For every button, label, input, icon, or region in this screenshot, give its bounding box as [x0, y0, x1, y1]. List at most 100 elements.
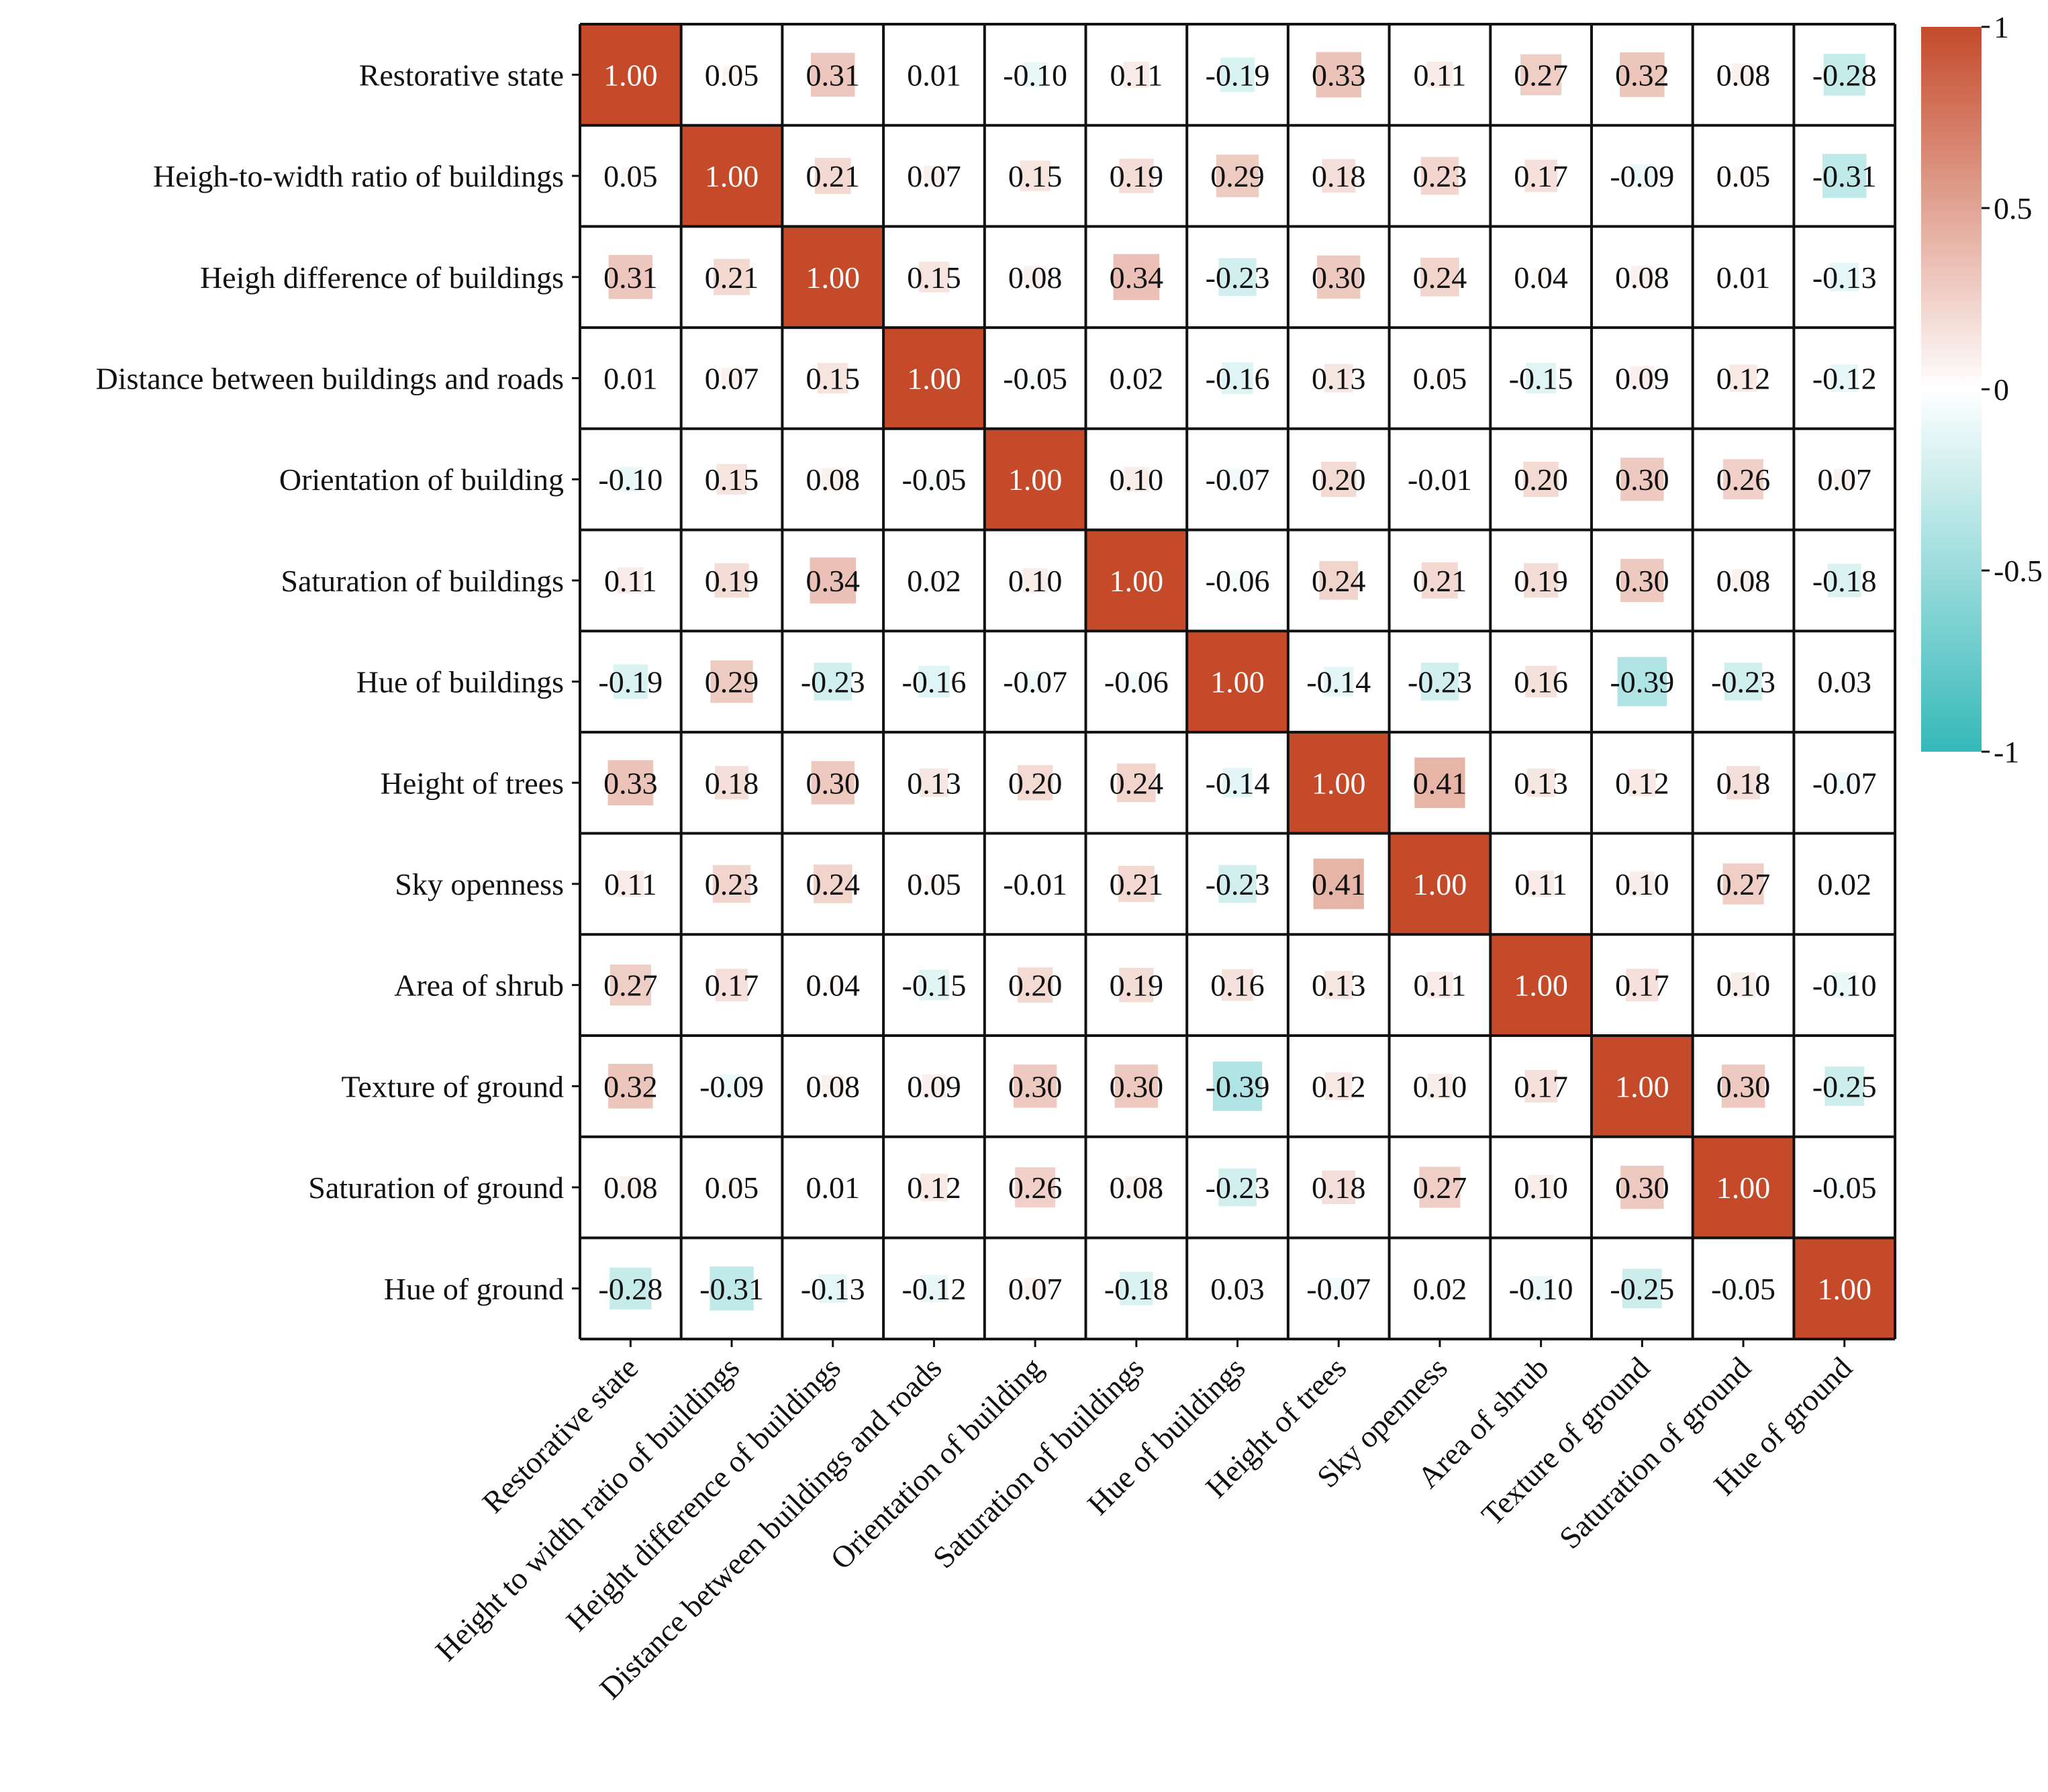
- cell-value-label: 0.08: [1615, 260, 1669, 295]
- heatmap-cell-r8-c6: [1218, 864, 1257, 903]
- cell-value-label: 0.07: [705, 361, 759, 395]
- row-label: Heigh-to-width ratio of buildings: [153, 159, 564, 193]
- heatmap-cell-r10-c7: [1324, 1072, 1353, 1100]
- heatmap-cell-r7-c1: [715, 766, 748, 800]
- cell-value-label: 0.02: [1413, 1272, 1467, 1306]
- heatmap-cell-r10-c9: [1524, 1070, 1557, 1103]
- heatmap-cell-r4-c4: [984, 428, 1086, 530]
- heatmap-cell-r5-c9: [1524, 563, 1559, 598]
- heatmap-cell-r0-c6: [1220, 57, 1255, 92]
- heatmap-cell-r1-c6: [1216, 154, 1259, 197]
- cell-value-label: 0.29: [705, 665, 759, 699]
- cell-value-label: 0.18: [705, 766, 759, 800]
- heatmap-cell-r3-c12: [1831, 364, 1859, 392]
- heatmap-cell-r12-c8: [1434, 1283, 1446, 1295]
- cell-value-label: 0.21: [806, 159, 861, 193]
- heatmap-cell-r9-c1: [715, 968, 748, 1001]
- cell-value-label: 1.00: [1210, 665, 1265, 699]
- cell-value-label: 0.08: [806, 462, 861, 497]
- row-label: Heigh difference of buildings: [200, 260, 564, 295]
- heatmap-cell-r1-c9: [1524, 159, 1557, 193]
- cell-value-label: 0.30: [1615, 564, 1669, 598]
- cell-value-label: 0.15: [705, 462, 759, 497]
- cell-value-label: 0.03: [1210, 1272, 1265, 1306]
- cell-value-label: 0.08: [1716, 564, 1771, 598]
- cell-value-label: 0.10: [1514, 1171, 1568, 1205]
- cell-value-label: 0.30: [806, 766, 861, 800]
- cell-value-label: 0.27: [1716, 867, 1771, 901]
- heatmap-cell-r11-c10: [1620, 1165, 1664, 1209]
- heatmap-cell-r11-c8: [1419, 1166, 1461, 1208]
- heatmap-cell-r1-c12: [1822, 154, 1867, 198]
- cell-value-label: 0.12: [907, 1171, 961, 1205]
- heatmap-cell-r2-c8: [1420, 257, 1459, 297]
- heatmap-cells: 1.00 0.05 0.31 0.01 -0.10 0.11 -0.19 0.33 0.11 0.…: [580, 24, 1896, 1340]
- cell-value-label: 0.11: [1414, 58, 1467, 92]
- cell-value-label: 0.13: [907, 766, 961, 800]
- cell-value-label: 0.11: [1110, 58, 1163, 92]
- cell-value-label: 1.00: [1514, 968, 1568, 1003]
- heatmap-cell-r5-c7: [1319, 561, 1359, 600]
- heatmap-cell-r5-c10: [1620, 558, 1664, 603]
- cell-value-label: 0.10: [1008, 564, 1063, 598]
- cell-value-label: 0.24: [1110, 766, 1164, 800]
- cell-value-label: -0.39: [1206, 1069, 1270, 1103]
- cell-value-label: 1.00: [1413, 867, 1467, 901]
- cell-value-label: -0.07: [1306, 1272, 1371, 1306]
- cell-value-label: 1.00: [1110, 564, 1164, 598]
- heatmap-cell-r4-c6: [1227, 468, 1249, 490]
- cell-value-label: -0.13: [801, 1272, 865, 1306]
- heatmap-cell-r8-c11: [1722, 863, 1764, 905]
- cell-value-label: 0.17: [1514, 159, 1568, 193]
- cell-value-label: 0.23: [705, 867, 759, 901]
- cell-value-label: 0.34: [1110, 260, 1164, 295]
- heatmap-cell-r8-c3: [925, 875, 943, 893]
- heatmap-cell-r6-c5: [1126, 672, 1147, 691]
- heatmap-cell-r9-c5: [1119, 968, 1154, 1003]
- heatmap-cell-r7-c7: [1287, 732, 1389, 834]
- row-label: Area of shrub: [394, 968, 564, 1003]
- cell-value-label: 0.24: [1413, 260, 1467, 295]
- heatmap-cell-r3-c10: [1630, 366, 1654, 391]
- heatmap-cell-r9-c7: [1324, 970, 1353, 999]
- cell-value-label: 0.11: [604, 564, 657, 598]
- cell-value-label: 0.27: [1413, 1171, 1467, 1205]
- row-labels: Restorative state Heigh-to-width ratio of…: [96, 58, 580, 1306]
- heatmap-cell-r4-c0: [618, 466, 643, 492]
- heatmap-cell-r0-c2: [811, 52, 855, 97]
- heatmap-cell-r6-c11: [1724, 662, 1763, 701]
- heatmap-cell-r7-c4: [1017, 764, 1053, 801]
- cell-value-label: -0.23: [1711, 665, 1775, 699]
- cell-value-label: 0.05: [705, 1171, 759, 1205]
- heatmap-cell-r5-c5: [1085, 530, 1187, 632]
- heatmap-cell-r0-c3: [930, 70, 938, 79]
- cell-value-label: 0.08: [603, 1171, 658, 1205]
- heatmap-cell-r11-c11: [1692, 1136, 1794, 1238]
- cell-value-label: -0.23: [1408, 665, 1472, 699]
- cell-value-label: 0.41: [1312, 867, 1366, 901]
- row-label: Hue of buildings: [356, 665, 564, 699]
- cell-value-label: -0.10: [1509, 1272, 1573, 1306]
- heatmap-cell-r6-c0: [613, 664, 648, 699]
- heatmap-cell-r11-c5: [1125, 1176, 1148, 1199]
- heatmap-cell-r6-c4: [1024, 671, 1046, 693]
- cell-value-label: -0.31: [699, 1272, 764, 1306]
- colorbar-tick-label: 0: [1994, 372, 2009, 407]
- heatmap-cell-r5-c3: [928, 575, 940, 587]
- cell-value-label: 0.08: [1716, 58, 1771, 92]
- cell-value-label: 0.30: [1615, 462, 1669, 497]
- heatmap-cell-r0-c1: [722, 66, 741, 84]
- cell-value-label: 0.09: [1615, 361, 1669, 395]
- heatmap-cell-r2-c3: [918, 261, 950, 293]
- heatmap-cell-r7-c6: [1222, 768, 1253, 798]
- cell-value-label: 0.21: [1413, 564, 1467, 598]
- heatmap-cell-r3-c6: [1222, 362, 1254, 394]
- cell-value-label: -0.13: [1812, 260, 1877, 295]
- cell-value-label: 0.20: [1514, 462, 1568, 497]
- cell-value-label: -0.18: [1104, 1272, 1169, 1306]
- heatmap-cell-r11-c7: [1322, 1171, 1356, 1204]
- cell-value-label: -0.23: [801, 665, 865, 699]
- heatmap-cell-r5-c1: [714, 563, 749, 598]
- heatmap-cell-r3-c2: [817, 362, 848, 394]
- heatmap-cell-r7-c8: [1414, 757, 1465, 808]
